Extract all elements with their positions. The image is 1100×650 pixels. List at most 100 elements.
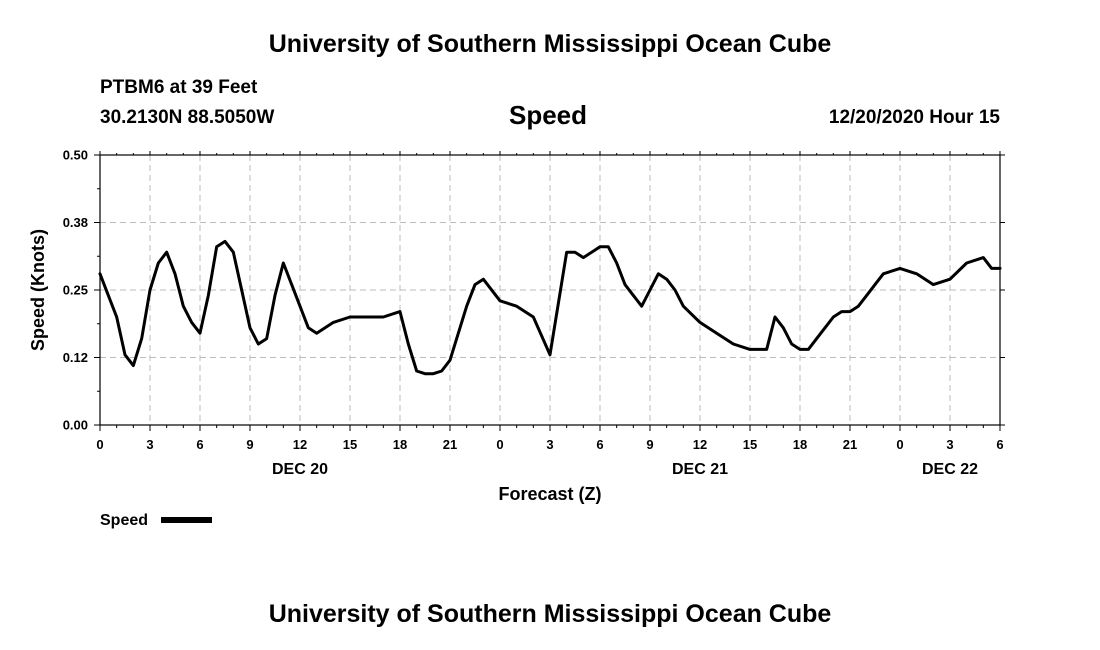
data-point (774, 316, 777, 319)
data-point (115, 316, 118, 319)
x-tick-label: 21 (843, 437, 857, 452)
data-point (749, 348, 752, 351)
x-tick-label: 0 (96, 437, 103, 452)
data-point (482, 278, 485, 281)
top-title: University of Southern Mississippi Ocean… (268, 30, 832, 58)
data-point (424, 372, 427, 375)
bottom-title: University of Southern Mississippi Ocean… (268, 600, 832, 628)
data-point (990, 267, 993, 270)
x-tick-label: 12 (693, 437, 707, 452)
data-point (799, 348, 802, 351)
x-tick-label: 9 (646, 437, 653, 452)
data-point (299, 305, 302, 308)
data-point (432, 372, 435, 375)
x-tick-label: 21 (443, 437, 457, 452)
chart-title: Speed (509, 100, 588, 130)
data-point (315, 332, 318, 335)
x-tick-label: 0 (496, 437, 503, 452)
legend-swatch (161, 517, 212, 523)
data-point (949, 278, 952, 281)
data-point (207, 294, 210, 297)
x-tick-label: 15 (743, 437, 757, 452)
x-tick-label: 6 (996, 437, 1003, 452)
data-point (165, 251, 168, 254)
date-label: DEC 20 (272, 461, 328, 478)
data-point (99, 272, 102, 275)
data-point (190, 321, 193, 324)
data-point (790, 343, 793, 346)
data-point (307, 326, 310, 329)
x-axis-title: Forecast (Z) (498, 484, 601, 504)
data-point (782, 326, 785, 329)
data-point (607, 245, 610, 248)
x-tick-label: 18 (393, 437, 407, 452)
data-point (657, 272, 660, 275)
x-tick-label: 9 (246, 437, 253, 452)
x-tick-label: 6 (196, 437, 203, 452)
data-point (640, 305, 643, 308)
data-point (632, 294, 635, 297)
data-point (174, 272, 177, 275)
data-point (132, 364, 135, 367)
data-point (257, 343, 260, 346)
data-point (399, 310, 402, 313)
legend-label: Speed (100, 512, 148, 529)
data-point (649, 289, 652, 292)
data-point (215, 245, 218, 248)
data-point (499, 299, 502, 302)
data-point (157, 262, 160, 265)
data-point (999, 267, 1002, 270)
data-point (599, 245, 602, 248)
data-point (824, 326, 827, 329)
grid (100, 155, 1000, 425)
data-point (465, 305, 468, 308)
data-point (574, 251, 577, 254)
data-point (199, 332, 202, 335)
y-axis-title: Speed (Knots) (28, 229, 48, 351)
x-tick-label: 3 (546, 437, 553, 452)
data-point (332, 321, 335, 324)
data-point (732, 343, 735, 346)
data-point (849, 310, 852, 313)
data-point (832, 316, 835, 319)
date-label: DEC 22 (922, 461, 978, 478)
data-point (224, 240, 227, 243)
data-point (232, 251, 235, 254)
data-point (265, 337, 268, 340)
data-point (124, 353, 127, 356)
data-point (615, 262, 618, 265)
x-tick-label: 3 (146, 437, 153, 452)
data-point (107, 294, 110, 297)
x-tick-label: 6 (596, 437, 603, 452)
data-point (915, 272, 918, 275)
data-point (440, 370, 443, 373)
data-point (249, 326, 252, 329)
data-point (882, 272, 885, 275)
data-point (624, 283, 627, 286)
data-point (932, 283, 935, 286)
axis-labels: 0.00 0.12 0.25 0.38 0.50 0 3 6 9 12 15 18 21 0 3 6 9 12 15… (63, 148, 1004, 479)
x-tick-label: 15 (343, 437, 357, 452)
data-point (149, 289, 152, 292)
data-point (840, 310, 843, 313)
data-point (407, 343, 410, 346)
station-label: PTBM6 at 39 Feet (100, 77, 258, 98)
data-point (874, 283, 877, 286)
x-tick-label: 3 (946, 437, 953, 452)
data-point (582, 256, 585, 259)
data-point (765, 348, 768, 351)
data-point (274, 294, 277, 297)
y-tick-label: 0.38 (63, 215, 88, 230)
data-point (982, 256, 985, 259)
datetime-label: 12/20/2020 Hour 15 (828, 107, 1000, 128)
data-point (290, 283, 293, 286)
data-point (240, 289, 243, 292)
x-tick-label: 18 (793, 437, 807, 452)
y-tick-label: 0.50 (63, 148, 88, 163)
data-point (590, 251, 593, 254)
data-point (140, 337, 143, 340)
date-label: DEC 21 (672, 461, 728, 478)
data-point (965, 262, 968, 265)
data-point (865, 294, 868, 297)
